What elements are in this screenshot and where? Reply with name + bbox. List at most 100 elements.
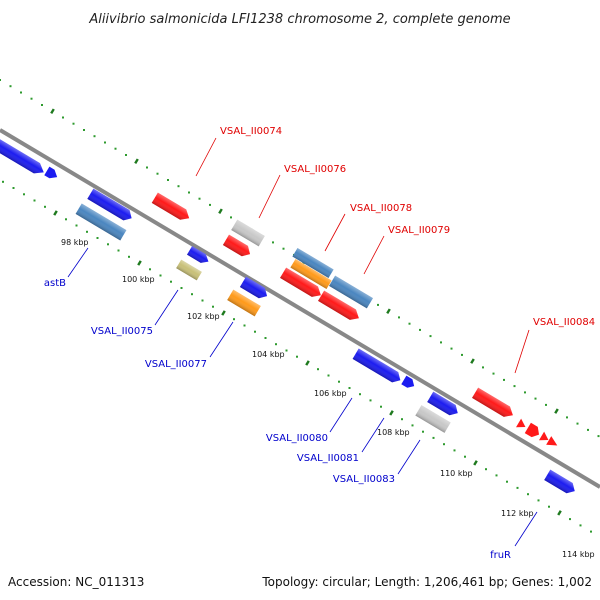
gene-vsal-ii0083[interactable] (415, 405, 451, 433)
gene-label-astb[interactable]: astB (44, 278, 66, 289)
scale-label: 108 kbp (377, 428, 410, 437)
gene-vsal-ii0078[interactable] (292, 247, 334, 279)
gene-label-frur[interactable]: fruR (490, 550, 511, 561)
scale-labels: 98 kbp 100 kbp 102 kbp 104 kbp 106 kbp 1… (61, 238, 595, 559)
gene-red-small3[interactable] (539, 431, 551, 445)
gene-astb[interactable] (75, 203, 127, 241)
gene-blue-a-small[interactable] (44, 166, 59, 182)
track-tick (221, 310, 226, 316)
track-dot (285, 349, 288, 352)
pointer-vsal-ii0081 (361, 417, 385, 453)
pointer-vsal-ii0075 (154, 289, 179, 326)
gene-label-vsal-ii0078[interactable]: VSAL_II0078 (350, 203, 412, 214)
track-dot (527, 493, 529, 496)
track-dot (83, 129, 85, 131)
scale-label: 106 kbp (314, 389, 347, 398)
gene-blue-f[interactable] (427, 391, 461, 419)
track-dot (104, 141, 106, 144)
track-dot (125, 154, 127, 156)
gene-label-vsal-ii0074[interactable]: VSAL_II0074 (220, 126, 282, 137)
track-tick (386, 308, 391, 314)
gene-label-vsal-ii0077[interactable]: VSAL_II0077 (145, 359, 207, 370)
scale-label: 104 kbp (252, 350, 285, 359)
gene-vsal-ii0084[interactable] (472, 387, 516, 421)
track-dot (485, 468, 487, 471)
track-dot (159, 274, 162, 277)
track-tick (50, 108, 55, 114)
gene-red-b1[interactable] (280, 267, 324, 301)
track-dot (72, 122, 75, 125)
gene-red-small4[interactable] (546, 436, 560, 450)
track-dot (492, 372, 495, 375)
track-tick (137, 260, 142, 266)
gene-red-b2[interactable] (318, 290, 362, 324)
track-dot (146, 166, 148, 169)
track-dot (597, 435, 600, 438)
gene-vsal-ii0078-orange[interactable] (290, 258, 332, 290)
gene-vsal-ii0079[interactable] (329, 275, 373, 309)
forward-strand-genes (151, 192, 560, 450)
track-tick (470, 358, 475, 364)
track-tick (53, 210, 58, 216)
gene-blue-b[interactable] (87, 188, 134, 224)
track-dot (534, 397, 537, 400)
track-dot (419, 328, 421, 331)
gene-blue-c[interactable] (186, 246, 211, 266)
track-dot (317, 368, 319, 371)
gene-label-vsal-ii0083[interactable]: VSAL_II0083 (333, 474, 395, 485)
track-dot (114, 147, 117, 150)
scale-label: 114 kbp (562, 550, 595, 559)
chromosome-backbone (0, 128, 600, 489)
track-dot (450, 347, 453, 350)
track-tick (305, 360, 310, 366)
gene-frur[interactable] (544, 469, 578, 497)
track-dot (128, 255, 130, 258)
track-dot (566, 416, 568, 419)
track-dot (12, 187, 15, 189)
track-dot (272, 241, 274, 244)
gene-blue-a[interactable] (0, 136, 47, 178)
gene-red-small2[interactable] (524, 422, 542, 440)
gene-label-vsal-ii0079[interactable]: VSAL_II0079 (388, 225, 450, 236)
track-dot (537, 499, 540, 502)
label-pointers (67, 137, 538, 547)
track-dot (429, 335, 432, 338)
track-dot (524, 391, 526, 394)
track-dot (96, 237, 99, 239)
gene-vsal-ii0075[interactable] (176, 259, 202, 281)
pointer-vsal-ii0077 (209, 321, 234, 358)
track-dot (359, 393, 361, 396)
gene-vsal-ii0076b[interactable] (222, 234, 253, 260)
track-dot (180, 287, 183, 289)
gene-blue-d[interactable] (239, 276, 270, 302)
gene-vsal-ii0074[interactable] (151, 192, 193, 224)
track-dot (198, 197, 201, 200)
track-dot (377, 303, 379, 306)
gene-label-vsal-ii0075[interactable]: VSAL_II0075 (91, 326, 153, 337)
track-dot (107, 243, 109, 246)
gene-label-vsal-ii0081[interactable]: VSAL_II0081 (297, 453, 359, 464)
track-dot (212, 305, 214, 308)
track-dot (569, 518, 571, 521)
track-dot (191, 293, 193, 296)
track-dot (495, 474, 498, 477)
gene-label-vsal-ii0080[interactable]: VSAL_II0080 (266, 433, 328, 444)
gene-label-vsal-ii0076[interactable]: VSAL_II0076 (284, 164, 346, 175)
scale-label: 112 kbp (501, 509, 534, 518)
gene-red-small1[interactable] (516, 418, 528, 432)
gene-blue-e[interactable] (352, 348, 404, 386)
track-tick (218, 208, 223, 214)
track-dot (576, 422, 579, 425)
track-dot (0, 79, 1, 81)
gene-vsal-ii0077[interactable] (227, 289, 261, 317)
track-dot (408, 322, 411, 325)
track-dot (327, 374, 330, 377)
track-dot (243, 324, 246, 327)
pointer-vsal-ii0074 (195, 137, 217, 177)
gene-label-vsal-ii0084[interactable]: VSAL_II0084 (533, 317, 595, 328)
gene-blue-e-small[interactable] (401, 375, 416, 391)
gene-vsal-ii0076[interactable] (231, 219, 265, 247)
track-dot (590, 530, 592, 533)
track-tick (473, 460, 478, 466)
